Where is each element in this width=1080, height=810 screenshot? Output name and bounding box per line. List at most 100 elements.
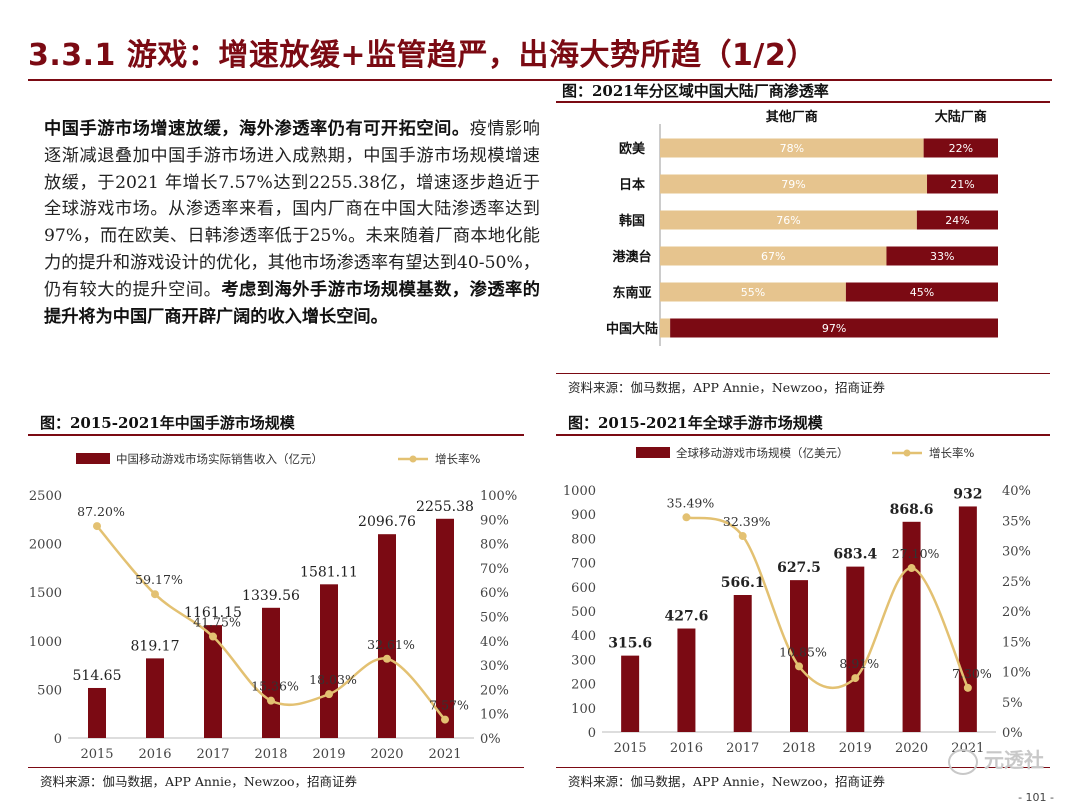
growth-point	[738, 532, 747, 541]
bar	[320, 584, 338, 738]
y2-tick-label: 0%	[480, 732, 501, 747]
x-tick-label: 2019	[839, 741, 872, 756]
bar	[378, 534, 396, 738]
watermark: 元透社	[948, 744, 1044, 775]
y-tick-label: 800	[571, 532, 596, 547]
category-label: 欧美	[619, 141, 646, 157]
fig2-bottom-rule	[28, 767, 524, 768]
x-tick-label: 2020	[895, 741, 928, 756]
y2-tick-label: 40%	[480, 635, 509, 650]
y-tick-label: 1000	[563, 484, 596, 499]
y-tick-label: 200	[571, 678, 596, 693]
legend-marker	[409, 455, 417, 463]
legend-label: 全球移动游戏市场规模（亿美元）	[676, 446, 849, 460]
page-title: 3.3.1 游戏：增速放缓+监管趋严，出海大势所趋（1/2）	[28, 38, 817, 73]
fig1-top-rule	[556, 79, 1050, 81]
page-number: - 101 -	[1018, 791, 1054, 804]
y-tick-label: 600	[571, 581, 596, 596]
x-tick-label: 2020	[370, 747, 403, 762]
y2-tick-label: 30%	[480, 659, 509, 674]
fig1-source: 资料来源：伽马数据，APP Annie，Newzoo，招商证券	[568, 380, 886, 395]
x-tick-label: 2018	[254, 747, 287, 762]
data-label: 33%	[930, 250, 954, 263]
bar-value-label: 627.5	[777, 560, 821, 576]
wechat-icon	[948, 748, 978, 775]
growth-label: 8.91%	[839, 656, 879, 671]
bar-value-label: 1161.15	[184, 605, 242, 621]
growth-point	[963, 683, 972, 692]
y2-tick-label: 5%	[1002, 696, 1023, 711]
y2-tick-label: 90%	[480, 513, 509, 528]
fig3-title-rule	[556, 434, 1050, 436]
growth-label: 15.36%	[251, 679, 299, 694]
bar-segment-others	[660, 246, 887, 266]
bar	[262, 607, 280, 738]
x-tick-label: 2016	[138, 747, 171, 762]
bar-value-label: 819.17	[131, 638, 180, 654]
y2-tick-label: 0%	[1002, 726, 1023, 741]
bar-value-label: 315.6	[608, 636, 652, 652]
growth-label: 32.61%	[367, 637, 415, 652]
bar-segment-mainland	[845, 282, 998, 302]
bar	[621, 655, 640, 732]
body-text: 疫情影响逐渐减退叠加中国手游市场进入成熟期，中国手游市场规模增速放缓，于2021…	[44, 119, 540, 300]
y-tick-label: 900	[571, 508, 596, 523]
data-label: 55%	[741, 286, 765, 299]
fig3-title: 图：2015-2021年全球手游市场规模	[568, 414, 823, 432]
bar-segment-others	[660, 138, 924, 158]
category-label: 中国大陆	[606, 321, 658, 337]
growth-label: 41.75%	[193, 615, 241, 630]
bar-segment-mainland	[927, 174, 998, 194]
growth-point	[151, 590, 159, 599]
y-tick-label: 500	[37, 683, 62, 698]
bar-segment-mainland	[670, 318, 998, 338]
bar	[846, 566, 865, 732]
global-market-chart: 全球移动游戏市场规模（亿美元） 增长率% 0 100 200 300 400 500 600 70…	[563, 446, 1031, 756]
y2-tick-label: 60%	[480, 586, 509, 601]
category-label: 韩国	[619, 213, 645, 229]
data-label: 79%	[781, 178, 805, 191]
y2-tick-label: 10%	[480, 708, 509, 723]
watermark-text: 元透社	[984, 748, 1044, 772]
growth-point	[93, 522, 101, 531]
bar-segment-others	[660, 282, 846, 302]
bar-segment-mainland	[916, 210, 998, 230]
data-label: 22%	[949, 142, 973, 155]
fig2-title-rule	[28, 434, 524, 436]
china-market-chart: 中国移动游戏市场实际销售收入（亿元） 增长率% 0 500 1000 1500 2000 25…	[29, 452, 517, 762]
growth-point	[682, 513, 691, 522]
x-tick-label: 2015	[80, 747, 113, 762]
fig1-title: 图：2021年分区域中国大陆厂商渗透率	[562, 82, 829, 100]
fig3-source: 资料来源：伽马数据，APP Annie，Newzoo，招商证券	[568, 774, 886, 789]
bar-segment-others	[660, 210, 917, 230]
bar-segment-others	[660, 318, 671, 338]
legend-label: 增长率%	[929, 446, 974, 460]
y2-tick-label: 70%	[480, 562, 509, 577]
y2-tick-label: 25%	[1002, 575, 1031, 590]
bar-value-label: 1339.56	[242, 588, 300, 604]
body-paragraph: 中国手游市场增速放缓，海外渗透率仍有可开拓空间。疫情影响逐渐减退叠加中国手游市场…	[44, 116, 540, 330]
bar-value-label: 868.6	[890, 502, 934, 518]
x-tick-label: 2019	[312, 747, 345, 762]
title-divider	[28, 79, 1052, 81]
bar	[677, 628, 696, 732]
y2-tick-label: 35%	[1002, 514, 1031, 529]
bar	[146, 658, 164, 738]
growth-point	[383, 654, 391, 663]
bar-value-label: 2096.76	[358, 514, 416, 530]
bar	[902, 521, 921, 732]
growth-label: 32.39%	[723, 514, 771, 529]
growth-point	[325, 690, 333, 699]
bar	[958, 506, 977, 732]
bar	[733, 595, 752, 732]
category-label: 日本	[619, 177, 645, 193]
bar-value-label: 1581.11	[300, 564, 358, 580]
y-tick-label: 1500	[29, 586, 62, 601]
y2-tick-label: 40%	[1002, 484, 1031, 499]
growth-label: 87.20%	[77, 504, 125, 519]
x-tick-label: 2017	[196, 747, 229, 762]
y2-tick-label: 20%	[1002, 605, 1031, 620]
legend-label: 增长率%	[435, 452, 480, 466]
y2-tick-label: 15%	[1002, 635, 1031, 650]
